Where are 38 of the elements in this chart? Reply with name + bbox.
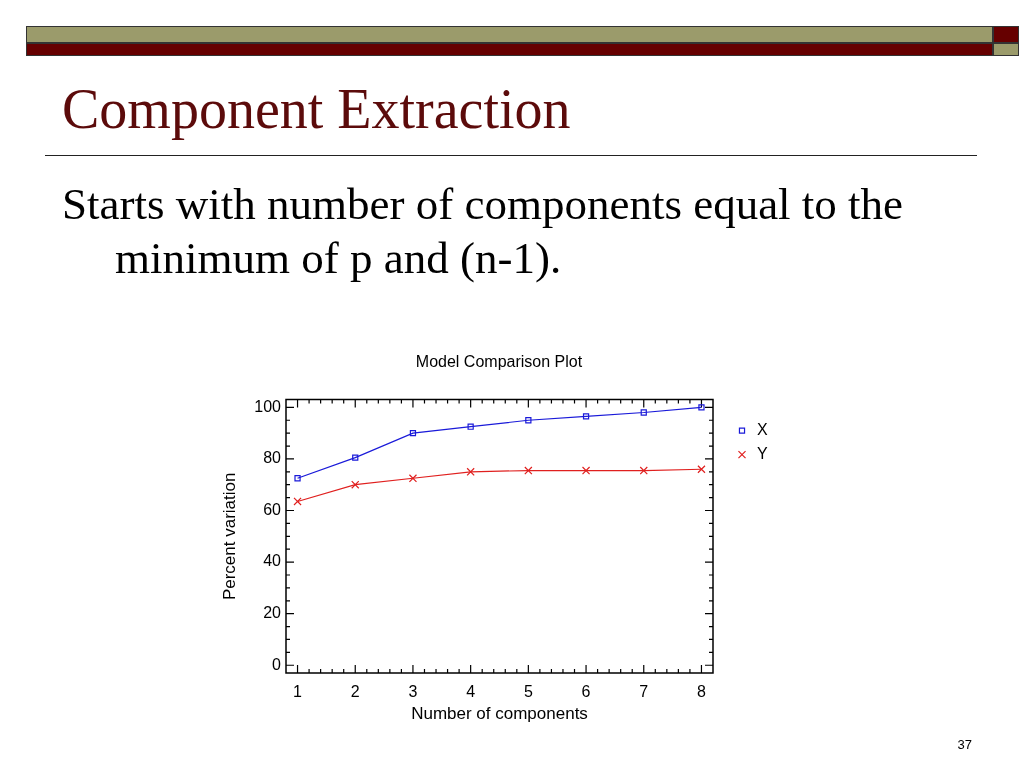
x-tick-label: 6 bbox=[581, 683, 591, 701]
chart-title: Component Extraction bbox=[62, 78, 571, 140]
point bbox=[351, 480, 360, 489]
x-tick-label: 4 bbox=[466, 683, 476, 701]
legend-label: Y bbox=[757, 445, 768, 463]
point bbox=[581, 466, 591, 475]
point bbox=[294, 475, 301, 482]
text: Model Comparison Plot bbox=[414, 352, 584, 372]
x-tick-label: 5 bbox=[523, 683, 533, 701]
point bbox=[467, 423, 474, 430]
point bbox=[639, 466, 648, 475]
y-tick-label: 60 bbox=[263, 500, 282, 518]
y-tick-label: 0 bbox=[272, 655, 282, 673]
y-tick-label: 40 bbox=[263, 552, 282, 570]
point bbox=[293, 497, 302, 506]
y-tick-label: 100 bbox=[254, 397, 282, 415]
point bbox=[409, 429, 417, 437]
point bbox=[698, 404, 705, 411]
y-axis-title: Percent variation bbox=[219, 472, 239, 601]
y-tick-label: 20 bbox=[263, 604, 282, 622]
chart-subtitle: Starts with number of components equal to the minimum of p and (n-1). bbox=[62, 178, 905, 285]
x-tick-label: 2 bbox=[350, 683, 360, 701]
x-tick-label: 1 bbox=[293, 683, 303, 701]
point bbox=[582, 413, 590, 420]
point bbox=[524, 466, 533, 475]
point bbox=[352, 454, 359, 461]
text: 37 bbox=[956, 737, 972, 753]
point bbox=[640, 409, 647, 416]
x-tick-label: 3 bbox=[408, 683, 418, 701]
y-tick-label: 80 bbox=[263, 449, 282, 467]
point bbox=[525, 417, 532, 424]
point bbox=[697, 465, 706, 474]
legend-label: X bbox=[757, 421, 768, 439]
x-axis-title: Number of components bbox=[411, 704, 588, 724]
point bbox=[466, 467, 475, 476]
x-tick-label: 8 bbox=[697, 683, 707, 701]
point bbox=[408, 474, 418, 483]
x-tick-label: 7 bbox=[639, 683, 649, 701]
